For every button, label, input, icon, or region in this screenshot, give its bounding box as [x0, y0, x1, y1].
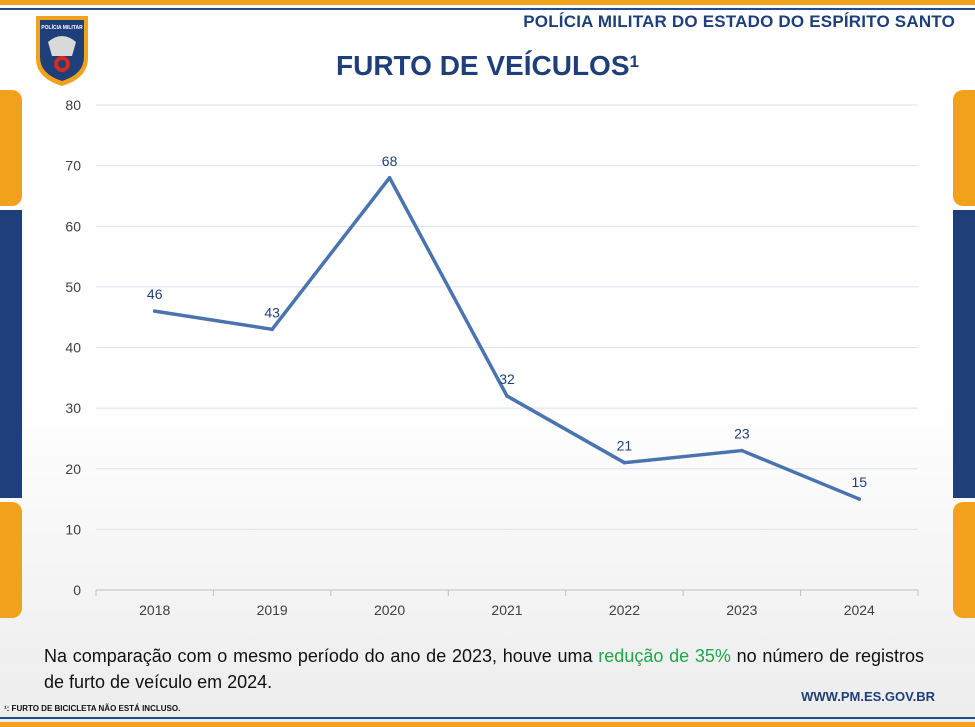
right-orange-tab-top	[953, 90, 975, 206]
footnote: ¹: FURTO DE BICICLETA NÃO ESTÁ INCLUSO.	[4, 704, 181, 713]
x-tick-label: 2020	[374, 602, 405, 618]
y-tick-label: 80	[65, 97, 81, 113]
comparison-note-text: Na comparação com o mesmo período do ano…	[44, 646, 599, 666]
y-tick-label: 60	[65, 218, 81, 234]
left-orange-tab-top	[0, 90, 22, 206]
data-label: 23	[734, 426, 750, 442]
left-orange-tab-bottom	[0, 502, 22, 618]
y-tick-label: 30	[65, 400, 81, 416]
line-chart: 0 10 20 30 40 50 60 70 80 2018 2019 2020 2021 2022 20…	[65, 97, 919, 618]
data-label: 46	[147, 286, 163, 302]
x-tick-label: 2023	[726, 602, 757, 618]
x-tick-label: 2024	[844, 602, 875, 618]
data-point	[152, 309, 157, 313]
y-tick-label: 20	[65, 461, 81, 477]
right-orange-tab-bottom	[953, 502, 975, 618]
title-footnote-marker: 1	[629, 52, 639, 71]
top-accent-bar	[0, 0, 975, 5]
x-tick-label: 2019	[257, 602, 288, 618]
data-label: 21	[617, 438, 633, 454]
x-tick-label: 2018	[139, 602, 170, 618]
chart-title: FURTO DE VEÍCULOS1	[0, 50, 975, 82]
website-url[interactable]: WWW.PM.ES.GOV.BR	[801, 689, 935, 704]
chart-title-text: FURTO DE VEÍCULOS	[336, 50, 630, 81]
top-rule	[0, 8, 975, 10]
bottom-accent-bar	[0, 722, 975, 727]
data-label: 15	[851, 474, 867, 490]
comparison-note-text-end: no número de registros de furto de veícu…	[44, 646, 924, 692]
data-label: 43	[264, 304, 280, 320]
organization-name: POLÍCIA MILITAR DO ESTADO DO ESPÍRITO SA…	[523, 12, 955, 31]
data-label: 68	[382, 153, 398, 169]
y-tick-label: 40	[65, 340, 81, 356]
left-navy-tab	[0, 210, 22, 498]
data-point	[387, 175, 392, 180]
data-point	[622, 460, 627, 465]
data-point	[270, 327, 274, 332]
y-tick-label: 0	[73, 582, 81, 598]
bottom-rule	[0, 717, 975, 719]
data-point	[740, 448, 744, 453]
data-point	[857, 497, 862, 501]
logo-text: POLÍCIA MILITAR	[41, 23, 83, 31]
right-navy-tab	[953, 210, 975, 498]
data-point	[505, 394, 509, 398]
y-tick-label: 50	[65, 279, 81, 295]
x-tick-label: 2021	[491, 602, 522, 618]
data-label: 32	[499, 371, 515, 387]
reduction-highlight: redução de 35%	[598, 646, 731, 666]
comparison-note: Na comparação com o mesmo período do ano…	[44, 643, 924, 695]
y-tick-label: 70	[65, 158, 81, 174]
police-badge-logo: POLÍCIA MILITAR	[36, 16, 88, 86]
x-tick-label: 2022	[609, 602, 640, 618]
y-tick-label: 10	[65, 521, 81, 537]
